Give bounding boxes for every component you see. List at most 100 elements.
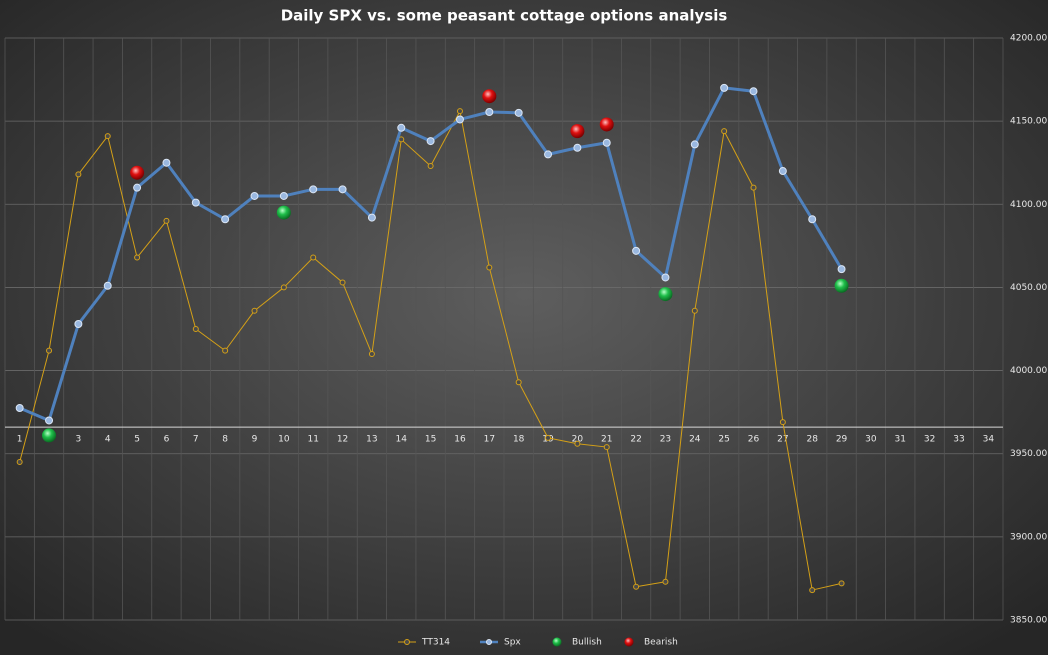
x-tick-label: 31 — [895, 435, 906, 445]
x-tick-label: 5 — [134, 435, 140, 445]
line-marker — [691, 307, 698, 314]
x-tick-label: 1 — [17, 435, 23, 445]
line-marker — [486, 264, 493, 271]
x-tick-label: 7 — [193, 435, 199, 445]
x-tick-label: 11 — [307, 435, 318, 445]
x-tick-label: 29 — [836, 435, 848, 445]
signal-marker — [276, 205, 291, 220]
y-tick-label: 3850.00 — [1010, 616, 1047, 626]
line-marker — [133, 183, 142, 192]
line-marker — [74, 320, 83, 329]
line-marker — [397, 123, 406, 132]
y-tick-label: 4000.00 — [1010, 366, 1047, 376]
x-tick-label: 23 — [660, 435, 671, 445]
line-marker — [632, 246, 641, 255]
x-tick-label: 15 — [425, 435, 436, 445]
line-marker — [808, 215, 817, 224]
signal-marker — [834, 278, 849, 293]
line-marker — [515, 379, 522, 386]
line-marker — [46, 347, 53, 354]
x-tick-label: 25 — [718, 435, 729, 445]
line-marker — [250, 191, 259, 200]
x-tick-label: 27 — [777, 435, 788, 445]
line-marker — [602, 138, 611, 147]
signal-marker — [599, 117, 614, 132]
line-marker — [134, 254, 141, 261]
line-marker — [838, 580, 845, 587]
line-marker — [573, 143, 582, 152]
x-tick-label: 8 — [222, 435, 228, 445]
line-marker — [662, 578, 669, 585]
x-tick-label: 20 — [572, 435, 584, 445]
line-marker — [251, 307, 258, 314]
signal-marker — [570, 124, 585, 139]
x-tick-label: 21 — [601, 435, 612, 445]
y-tick-label: 3950.00 — [1010, 449, 1047, 459]
line-marker — [456, 108, 463, 115]
x-tick-label: 10 — [278, 435, 290, 445]
y-tick-label: 4200.00 — [1010, 34, 1047, 44]
x-tick-label: 13 — [366, 435, 377, 445]
signal-marker — [130, 165, 145, 180]
line-marker — [191, 198, 200, 207]
line-marker — [721, 128, 728, 135]
line-marker — [279, 191, 288, 200]
line-marker — [809, 587, 816, 594]
x-tick-label: 17 — [484, 435, 495, 445]
y-tick-label: 3900.00 — [1010, 532, 1047, 542]
line-marker — [310, 254, 317, 261]
x-tick-label: 9 — [252, 435, 258, 445]
line-marker — [603, 444, 610, 451]
x-tick-label: 16 — [454, 435, 466, 445]
chart-title: Daily SPX vs. some peasant cottage optio… — [281, 7, 728, 25]
x-tick-label: 3 — [76, 435, 82, 445]
x-tick-label: 24 — [689, 435, 701, 445]
line-marker — [15, 403, 24, 412]
line-marker — [280, 284, 287, 291]
line-marker — [661, 273, 670, 282]
x-tick-label: 6 — [164, 435, 170, 445]
line-marker — [104, 133, 111, 140]
line-marker — [720, 83, 729, 92]
x-tick-label: 22 — [630, 435, 641, 445]
x-tick-label: 34 — [983, 435, 995, 445]
x-tick-label: 30 — [865, 435, 877, 445]
y-tick-label: 4050.00 — [1010, 283, 1047, 293]
legend-label: Spx — [504, 638, 521, 648]
y-tick-label: 4150.00 — [1010, 117, 1047, 127]
legend-marker — [486, 639, 492, 645]
line-marker — [368, 350, 375, 357]
line-marker — [16, 459, 23, 466]
x-tick-label: 28 — [806, 435, 818, 445]
line-marker — [162, 158, 171, 167]
line-marker — [544, 150, 553, 159]
y-tick-label: 4100.00 — [1010, 200, 1047, 210]
line-marker — [309, 185, 318, 194]
signal-marker — [482, 89, 497, 104]
line-marker — [163, 217, 170, 224]
line-marker — [750, 184, 757, 191]
x-tick-label: 26 — [748, 435, 760, 445]
line-marker — [75, 171, 82, 178]
signal-marker — [658, 287, 673, 302]
legend-label: TT314 — [421, 638, 450, 648]
x-tick-label: 14 — [396, 435, 408, 445]
line-marker — [455, 115, 464, 124]
legend-marker — [404, 639, 410, 645]
line-marker — [837, 265, 846, 274]
x-tick-label: 12 — [337, 435, 348, 445]
line-marker — [192, 326, 199, 332]
line-marker — [545, 434, 552, 441]
x-tick-label: 18 — [513, 435, 525, 445]
line-marker — [690, 140, 699, 149]
line-marker — [426, 137, 435, 146]
legend-label: Bearish — [644, 638, 678, 648]
legend-marker — [552, 637, 562, 647]
line-marker — [339, 279, 346, 286]
line-marker — [103, 281, 112, 290]
x-tick-label: 33 — [953, 435, 964, 445]
line-marker — [427, 163, 434, 170]
line-marker — [338, 185, 347, 194]
line-marker — [367, 213, 376, 222]
